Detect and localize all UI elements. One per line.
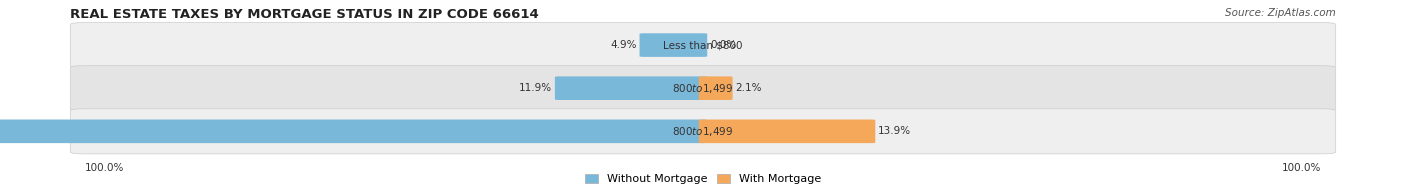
- FancyBboxPatch shape: [699, 76, 733, 100]
- Text: $800 to $1,499: $800 to $1,499: [672, 82, 734, 95]
- Text: REAL ESTATE TAXES BY MORTGAGE STATUS IN ZIP CODE 66614: REAL ESTATE TAXES BY MORTGAGE STATUS IN …: [70, 8, 538, 21]
- FancyBboxPatch shape: [555, 76, 707, 100]
- Text: 100.0%: 100.0%: [1282, 163, 1322, 173]
- FancyBboxPatch shape: [699, 120, 876, 143]
- Text: $800 to $1,499: $800 to $1,499: [672, 125, 734, 138]
- Text: 2.1%: 2.1%: [735, 83, 762, 93]
- FancyBboxPatch shape: [70, 109, 1336, 154]
- Text: 11.9%: 11.9%: [519, 83, 553, 93]
- Text: 100.0%: 100.0%: [84, 163, 124, 173]
- Legend: Without Mortgage, With Mortgage: Without Mortgage, With Mortgage: [581, 169, 825, 189]
- Text: Source: ZipAtlas.com: Source: ZipAtlas.com: [1225, 8, 1336, 18]
- Text: Less than $800: Less than $800: [664, 40, 742, 50]
- FancyBboxPatch shape: [0, 120, 707, 143]
- Text: 0.0%: 0.0%: [710, 40, 737, 50]
- FancyBboxPatch shape: [70, 66, 1336, 111]
- Text: 4.9%: 4.9%: [610, 40, 637, 50]
- Text: 13.9%: 13.9%: [879, 126, 911, 136]
- FancyBboxPatch shape: [640, 33, 707, 57]
- FancyBboxPatch shape: [70, 23, 1336, 68]
